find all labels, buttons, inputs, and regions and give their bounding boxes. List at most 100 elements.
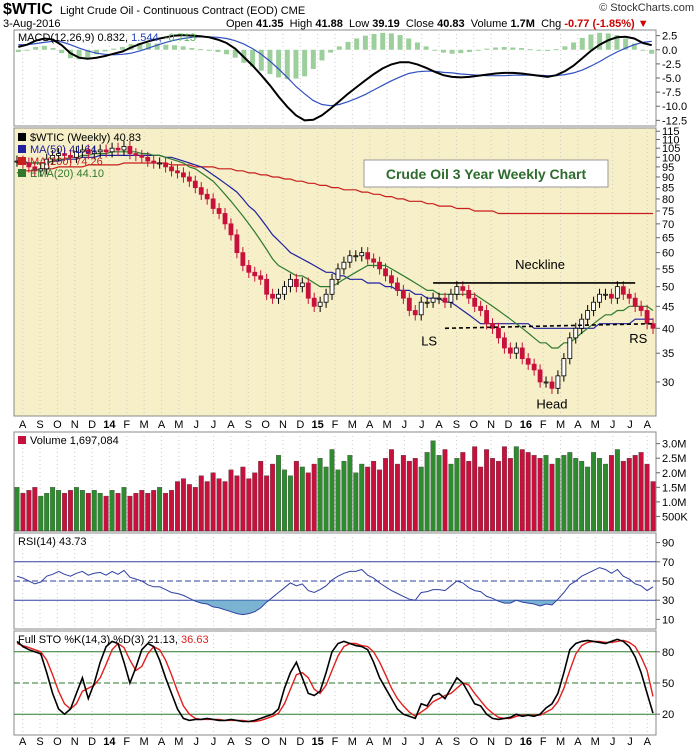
x-axis-label: F: [540, 419, 547, 431]
x-axis-label: N: [279, 419, 287, 431]
price-tick-label: 115: [662, 126, 680, 138]
x-axis-label: D: [296, 419, 304, 431]
x-axis-label: J: [419, 419, 425, 431]
candle-body: [228, 223, 234, 236]
price-tick-label: 75: [662, 206, 674, 218]
macd-tick-label: -2.5: [662, 59, 681, 71]
volume-tick-label: 3.0M: [662, 439, 686, 451]
x-axis-label: J: [193, 736, 199, 748]
macd-tick-label: -5.0: [662, 73, 681, 85]
volume-bar: [282, 469, 287, 532]
candle-body: [163, 162, 168, 168]
candle-body: [644, 310, 650, 325]
candle-body: [353, 255, 359, 258]
volume-bar: [347, 455, 353, 532]
volume-bar: [246, 478, 252, 532]
candle-body: [436, 297, 442, 300]
volume-bar: [460, 452, 466, 532]
volume-bar: [73, 487, 79, 532]
macd-histogram-bar: [345, 41, 351, 50]
candle-body: [466, 290, 472, 299]
ma50-legend: MA(50) 41.64: [30, 144, 97, 156]
volume-bar: [56, 490, 62, 532]
candle-body: [276, 293, 281, 299]
macd-legend-part: -0.713: [162, 32, 196, 44]
macd-histogram-bar: [579, 37, 585, 50]
volume-bar: [323, 466, 329, 532]
volume-bar: [383, 458, 388, 532]
macd-histogram-bar: [250, 49, 256, 67]
macd-histogram-bar: [172, 45, 177, 50]
x-axis-label: A: [574, 736, 582, 748]
macd-histogram-bar: [206, 49, 212, 51]
candle-body: [609, 293, 614, 299]
volume-bar: [537, 458, 543, 532]
macd-histogram-bar: [449, 49, 455, 54]
candle-body: [305, 282, 311, 299]
sto-tick-label: 80: [662, 647, 674, 659]
volume-bar: [567, 452, 573, 532]
candle-body: [597, 293, 602, 303]
volume-bar: [157, 487, 163, 532]
high-value: 41.88: [315, 18, 343, 30]
stockcharts-credit[interactable]: © StockCharts.com: [599, 2, 694, 14]
volume-bar: [389, 449, 394, 532]
candle-body: [216, 208, 222, 214]
x-axis-label: A: [227, 419, 235, 431]
macd-histogram-bar: [536, 49, 542, 51]
macd-histogram-bar: [466, 49, 472, 53]
x-axis-label: O: [261, 736, 270, 748]
x-axis-label: F: [123, 736, 130, 748]
x-axis-label: D: [88, 736, 96, 748]
volume-bar: [121, 487, 127, 532]
candle-body: [400, 290, 406, 299]
volume-bar: [79, 490, 85, 532]
x-axis-label: J: [402, 736, 408, 748]
candle-body: [537, 369, 543, 383]
candle-body: [490, 323, 495, 329]
volume-bar: [442, 449, 448, 532]
volume-bar: [26, 490, 32, 532]
macd-line: [18, 34, 652, 122]
neckline-label: Neckline: [515, 257, 565, 272]
macd-histogram-bar: [649, 49, 655, 54]
macd-histogram-bar: [458, 49, 464, 54]
volume-bar: [478, 466, 484, 532]
candle-body: [222, 213, 228, 225]
candle-body: [335, 268, 341, 280]
x-axis-label: O: [470, 736, 479, 748]
macd-histogram-bar: [224, 49, 230, 55]
candle-body: [270, 293, 275, 299]
volume-bar: [472, 446, 478, 532]
macd-histogram-bar: [414, 42, 420, 50]
candle-body: [626, 293, 632, 299]
candle-body: [395, 282, 400, 291]
macd-histogram-bar: [406, 38, 412, 50]
x-axis-label: 14: [103, 419, 116, 431]
macd-histogram-bar: [102, 49, 108, 52]
x-axis-label: 16: [520, 736, 532, 748]
x-axis-label: A: [19, 419, 27, 431]
price-tick-label: 50: [662, 282, 674, 294]
candle-body: [186, 176, 192, 182]
x-axis-label: J: [402, 419, 408, 431]
sto-tick-label: 20: [662, 709, 674, 721]
macd-histogram-bar: [493, 47, 498, 50]
price-tick-label: 30: [662, 377, 674, 389]
volume-bar: [549, 463, 555, 532]
candle-body: [26, 162, 32, 168]
volume-bar: [448, 463, 454, 532]
volume-bar: [579, 460, 585, 532]
candle-body: [62, 153, 67, 156]
candle-body: [311, 297, 317, 307]
volume-bar: [270, 463, 276, 532]
macd-histogram-bar: [284, 49, 290, 80]
x-axis-label: F: [332, 419, 339, 431]
x-axis-label: M: [348, 419, 357, 431]
macd-histogram-bar: [15, 49, 21, 53]
x-axis-label: O: [53, 419, 62, 431]
macd-histogram-bar: [631, 43, 637, 50]
x-axis-label: N: [71, 419, 79, 431]
macd-tick-label: 2.5: [662, 31, 677, 43]
